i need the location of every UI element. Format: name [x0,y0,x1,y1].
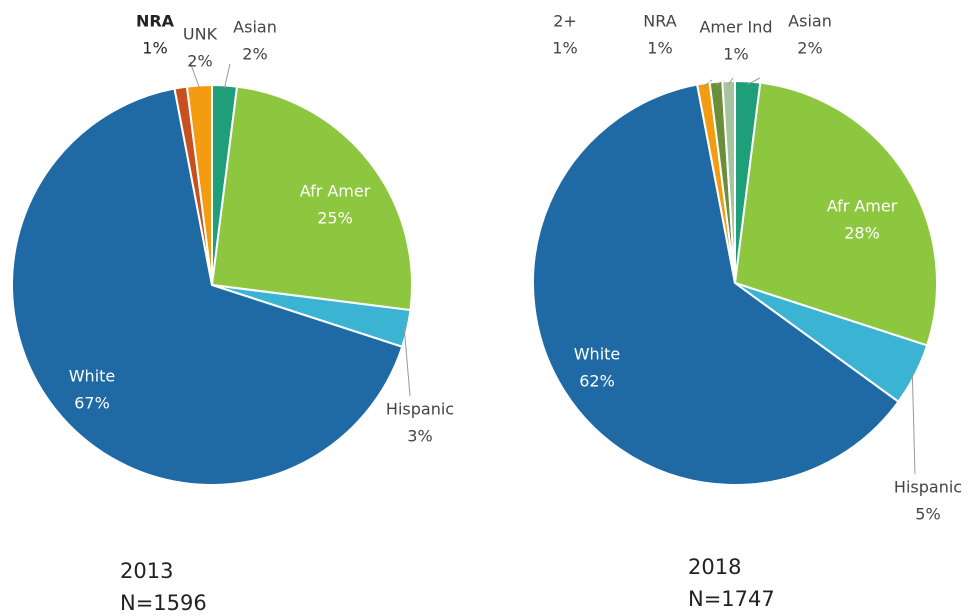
slice-label: Hispanic [386,400,454,419]
slice-label: Hispanic [894,478,962,497]
slice-label: Afr Amer [827,197,898,216]
slice-label: 2+ [553,12,577,31]
slice-value-label: 25% [317,209,353,228]
slice-value-label: 1% [723,45,748,64]
slice-value-label: 67% [74,394,110,413]
chart-subtitle: N=1596 [120,591,207,615]
slice-value-label: 28% [844,224,880,243]
leader-line [703,79,713,87]
slice-label: Amer Ind [699,18,772,37]
slice-label: White [69,367,116,386]
slice-value-label: 2% [187,52,212,71]
slice-label: Asian [788,12,832,31]
slice-label: Afr Amer [300,182,371,201]
slice-value-label: 1% [142,39,167,58]
pie-slice [185,83,213,286]
pie-slice [210,85,413,312]
slice-label: White [574,345,621,364]
leader-line [403,327,411,397]
slice-value-label: 1% [647,39,672,58]
chart-subtitle: N=1747 [688,587,775,611]
slice-label: Asian [233,18,277,37]
slice-value-label: 1% [552,39,577,58]
slice-value-label: 2% [242,45,267,64]
slice-value-label: 2% [797,39,822,58]
chart-title: 2018 [688,555,741,579]
pie-slice [532,83,900,486]
leader-line [747,77,761,85]
slice-value-label: 5% [915,505,940,524]
leader-line [189,61,201,89]
leader-line [728,77,734,85]
slice-value-label: 3% [407,427,432,446]
pie-slice [11,87,404,486]
leader-line [223,63,231,89]
chart-title: 2013 [120,559,173,583]
leader-line [911,373,916,475]
slice-label: NRA [643,12,676,31]
slice-label: UNK [183,25,218,44]
slice-value-label: 62% [579,372,615,391]
pie-slice [721,79,736,284]
slice-label: NRA [136,12,175,31]
pie-slice [733,81,938,347]
